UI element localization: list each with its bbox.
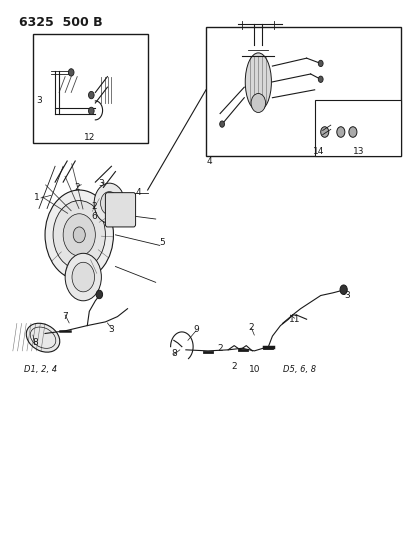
Circle shape <box>53 200 105 269</box>
Circle shape <box>94 183 125 223</box>
Text: 8: 8 <box>32 338 38 348</box>
Text: 5: 5 <box>159 238 164 247</box>
Bar <box>315 100 401 156</box>
Circle shape <box>220 121 224 127</box>
Text: 8: 8 <box>171 349 177 358</box>
Text: 12: 12 <box>84 133 95 142</box>
Text: 4: 4 <box>206 157 212 166</box>
FancyBboxPatch shape <box>105 192 135 227</box>
Circle shape <box>318 60 323 67</box>
Circle shape <box>89 91 94 99</box>
Circle shape <box>69 69 74 76</box>
Text: 3: 3 <box>109 325 114 334</box>
Text: 7: 7 <box>62 312 68 321</box>
Text: 14: 14 <box>313 147 324 156</box>
Circle shape <box>45 190 113 280</box>
Bar <box>206 27 401 156</box>
Text: D1, 2, 4: D1, 2, 4 <box>24 365 58 374</box>
Circle shape <box>73 227 85 243</box>
Text: D5, 6, 8: D5, 6, 8 <box>283 365 316 374</box>
Circle shape <box>72 262 95 292</box>
Circle shape <box>318 76 323 83</box>
Text: 2: 2 <box>231 362 237 371</box>
Ellipse shape <box>245 53 271 111</box>
Circle shape <box>100 191 118 215</box>
Text: 1: 1 <box>34 193 40 203</box>
Text: 2: 2 <box>74 183 80 192</box>
Circle shape <box>251 93 266 112</box>
Text: 6: 6 <box>92 212 98 221</box>
Circle shape <box>65 253 101 301</box>
Text: 2: 2 <box>217 344 223 353</box>
Circle shape <box>89 107 94 115</box>
Text: 11: 11 <box>289 315 300 324</box>
Circle shape <box>337 127 345 138</box>
Text: 2: 2 <box>248 322 254 332</box>
Circle shape <box>63 214 95 256</box>
Text: 6325  500 B: 6325 500 B <box>19 16 102 29</box>
Ellipse shape <box>26 323 60 352</box>
Text: 3: 3 <box>36 96 42 105</box>
Circle shape <box>340 285 347 294</box>
Text: 3: 3 <box>344 291 350 300</box>
Text: 10: 10 <box>248 365 260 374</box>
Circle shape <box>96 290 102 298</box>
Circle shape <box>321 127 329 138</box>
Bar <box>33 35 148 142</box>
Text: 4: 4 <box>136 188 142 197</box>
Text: 9: 9 <box>193 325 199 334</box>
Circle shape <box>349 127 357 138</box>
Text: 2: 2 <box>92 202 98 211</box>
Text: 13: 13 <box>353 147 365 156</box>
Text: 3: 3 <box>98 179 104 188</box>
